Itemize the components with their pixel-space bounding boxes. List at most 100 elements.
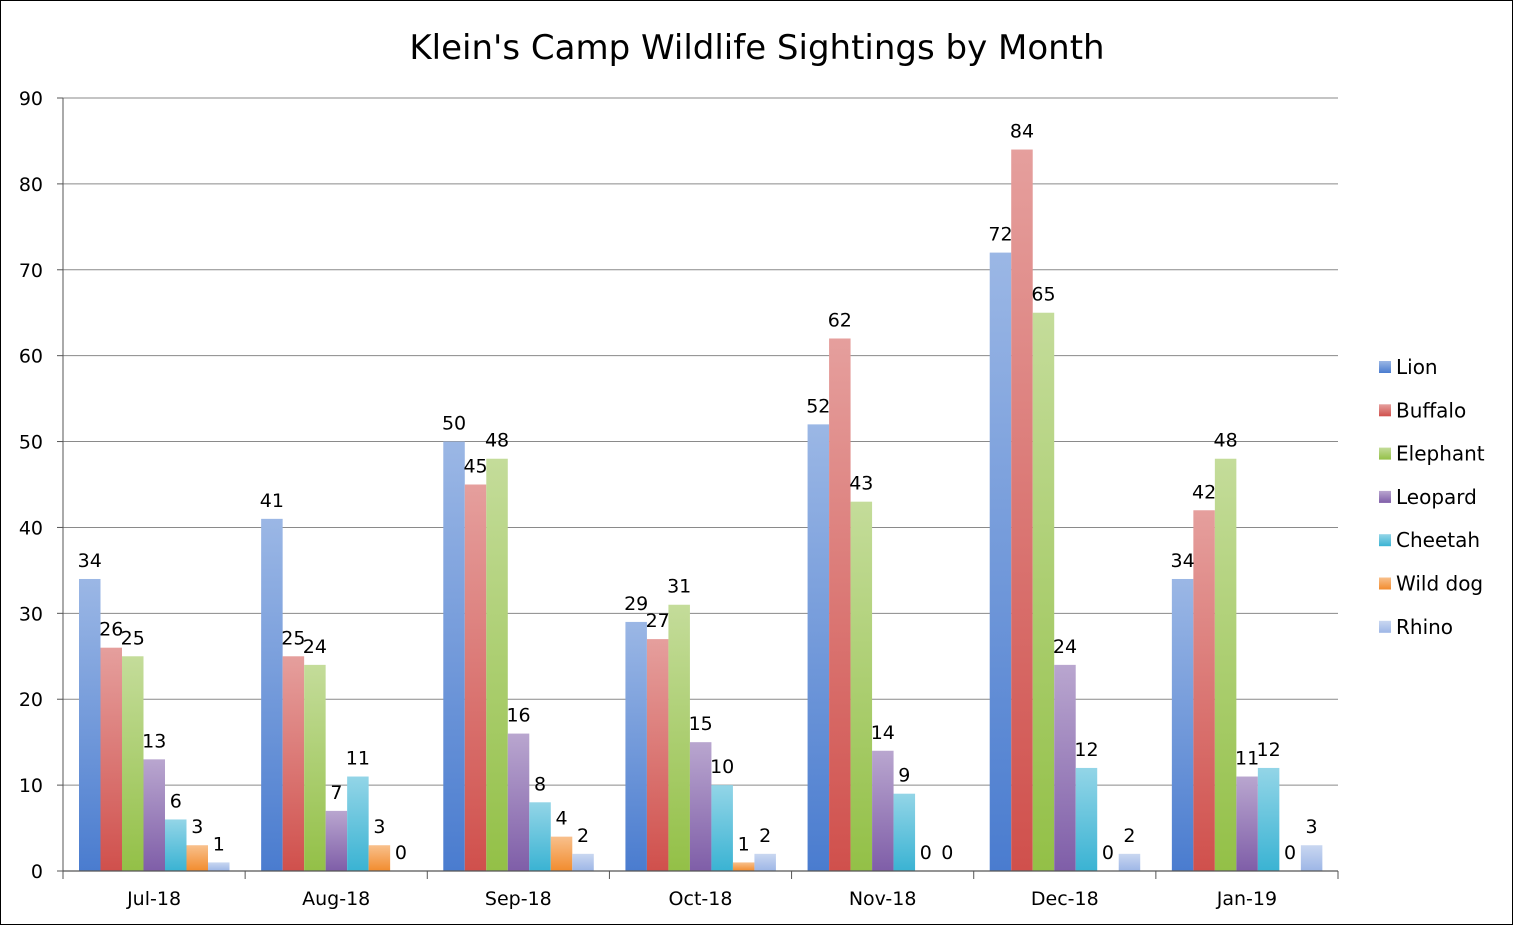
bar-buffalo — [100, 647, 122, 871]
bars — [79, 149, 1323, 872]
bar-rhino — [208, 862, 230, 871]
data-label: 14 — [871, 722, 895, 744]
bar-buffalo — [282, 656, 305, 871]
bar-cheetah — [529, 802, 551, 871]
data-label: 2 — [1123, 825, 1135, 847]
bar-buffalo — [1011, 149, 1033, 872]
legend-label: Lion — [1396, 355, 1438, 379]
data-label: 6 — [170, 790, 182, 812]
data-label: 3 — [373, 816, 385, 838]
data-label: 3 — [191, 816, 203, 838]
chart-title: Klein's Camp Wildlife Sightings by Month — [409, 28, 1104, 68]
data-label: 2 — [759, 825, 771, 847]
legend-swatch — [1379, 620, 1391, 633]
data-label: 34 — [78, 550, 102, 572]
data-label: 4 — [555, 808, 567, 830]
y-tick-label: 50 — [19, 432, 43, 454]
bar-buffalo — [1193, 510, 1215, 871]
data-label: 25 — [121, 627, 145, 649]
data-label: 0 — [1102, 842, 1114, 864]
bar-cheetah — [711, 785, 733, 871]
data-label: 8 — [534, 773, 546, 795]
bar-lion — [989, 252, 1012, 872]
bar-leopard — [325, 810, 348, 871]
data-label: 15 — [689, 713, 713, 735]
data-label: 45 — [463, 456, 487, 478]
bar-rhino — [1300, 845, 1323, 871]
bar-elephant — [122, 656, 144, 871]
y-tick-labels: 0 10 20 30 40 50 60 70 80 90 — [19, 88, 43, 883]
x-category-label: Jul-18 — [126, 888, 181, 910]
data-label: 52 — [806, 395, 830, 417]
y-tick-label: 40 — [19, 517, 43, 539]
data-label: 26 — [99, 619, 123, 641]
data-label: 2 — [577, 825, 589, 847]
legend-swatch — [1379, 361, 1391, 373]
data-label: 65 — [1031, 284, 1055, 306]
legend-label: Buffalo — [1396, 398, 1466, 422]
bar-lion — [625, 621, 647, 871]
legend-label: Rhino — [1396, 615, 1453, 639]
bar-buffalo — [464, 484, 487, 871]
bar-wild-dog — [732, 862, 755, 871]
bar-cheetah — [347, 776, 369, 871]
bar-leopard — [1236, 776, 1258, 871]
x-category-labels: Jul-18 Aug-18 Sep-18 Oct-18 Nov-18 Dec-18 Jan-… — [126, 888, 1277, 910]
y-tick-label: 0 — [31, 861, 43, 883]
bar-cheetah — [165, 819, 187, 871]
bar-lion — [1171, 578, 1194, 871]
x-category-label: Nov-18 — [849, 888, 917, 910]
data-label: 11 — [1235, 748, 1259, 770]
legend-label: Cheetah — [1396, 528, 1480, 552]
legend-swatch — [1379, 534, 1391, 547]
data-label: 3 — [1306, 816, 1318, 838]
x-category-label: Oct-18 — [669, 888, 733, 910]
bar-cheetah — [893, 793, 916, 871]
bar-lion — [443, 441, 465, 871]
y-tick-label: 10 — [19, 775, 43, 797]
bar-leopard — [689, 742, 712, 871]
legend-swatch — [1379, 490, 1391, 503]
data-label: 1 — [213, 833, 225, 855]
data-label: 42 — [1192, 481, 1216, 503]
bar-wild-dog — [368, 845, 391, 871]
data-label: 43 — [849, 473, 873, 495]
bar-rhino — [1118, 853, 1141, 871]
data-label: 10 — [710, 756, 734, 778]
data-label: 0 — [1284, 842, 1296, 864]
legend-swatch — [1379, 447, 1391, 460]
data-label: 1 — [738, 833, 750, 855]
bar-leopard — [872, 750, 894, 871]
bar-leopard — [507, 733, 530, 871]
data-label: 12 — [1257, 739, 1281, 761]
data-label: 16 — [506, 705, 530, 727]
bar-elephant — [668, 604, 690, 871]
data-label: 48 — [485, 430, 509, 452]
y-tick-label: 30 — [19, 603, 43, 625]
data-label: 12 — [1074, 739, 1098, 761]
data-labels: 3426251363141252471130504548168422927311… — [78, 121, 1318, 864]
x-category-label: Jan-19 — [1216, 888, 1277, 910]
data-label: 31 — [667, 576, 691, 598]
bar-cheetah — [1075, 767, 1098, 871]
bar-elephant — [1214, 458, 1237, 871]
bar-elephant — [486, 458, 508, 871]
legend-swatch — [1379, 404, 1391, 417]
bar-lion — [807, 424, 830, 871]
data-label: 48 — [1214, 430, 1238, 452]
bar-lion — [79, 578, 101, 871]
data-label: 0 — [920, 842, 932, 864]
legend: Lion Buffalo Elephant Leopard Cheetah Wild do… — [1379, 355, 1485, 639]
data-label: 41 — [260, 490, 284, 512]
bar-elephant — [1032, 312, 1055, 871]
data-label: 0 — [941, 842, 953, 864]
bar-lion — [261, 518, 283, 871]
bar-leopard — [143, 759, 165, 871]
data-label: 62 — [828, 309, 852, 331]
bar-wild-dog — [550, 836, 573, 871]
data-label: 29 — [624, 593, 648, 615]
bar-buffalo — [829, 338, 851, 871]
legend-label: Elephant — [1396, 442, 1485, 466]
bar-elephant — [850, 501, 873, 871]
